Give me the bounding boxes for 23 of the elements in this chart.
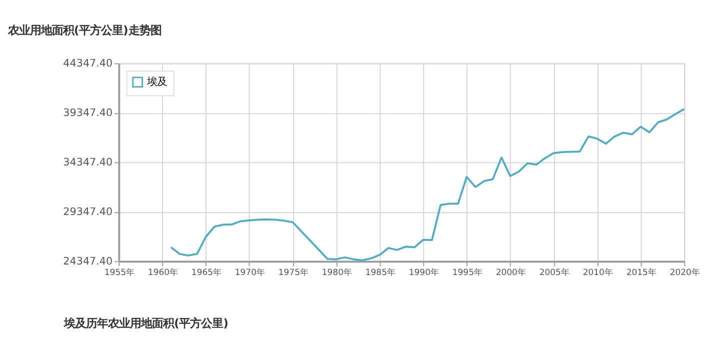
x-tick-label: 1990年 bbox=[408, 266, 438, 277]
x-tick-label: 2010年 bbox=[582, 266, 612, 277]
y-tick-label: 39347.40 bbox=[63, 107, 113, 120]
x-tick-label: 1995年 bbox=[452, 266, 482, 277]
y-tick-label: 44347.40 bbox=[63, 58, 113, 70]
x-tick-label: 1975年 bbox=[278, 266, 308, 277]
x-tick-label: 1965年 bbox=[191, 266, 221, 277]
x-tick-label: 1985年 bbox=[365, 266, 395, 277]
x-tick-label: 1960年 bbox=[148, 266, 178, 277]
x-tick-label: 1980年 bbox=[322, 266, 352, 277]
y-tick-label: 24347.40 bbox=[63, 255, 113, 268]
x-tick-label: 1955年 bbox=[104, 266, 134, 277]
line-series bbox=[170, 108, 686, 262]
x-tick-label: 2015年 bbox=[626, 266, 656, 277]
legend-label: 埃及 bbox=[146, 76, 168, 88]
text: 埃及历年农业用地面积(平方公里) bbox=[63, 317, 228, 330]
x-tick-label: 2000年 bbox=[496, 266, 526, 277]
x-tick-label: 2020年 bbox=[670, 266, 700, 277]
y-tick-label: 29347.40 bbox=[63, 206, 113, 218]
x-tick-label: 1970年 bbox=[234, 266, 264, 277]
x-tick-label: 2005年 bbox=[539, 266, 569, 277]
chart-title: 农业用地面积(平方公里)走势图 bbox=[7, 24, 162, 38]
y-tick-label: 34347.40 bbox=[63, 156, 113, 169]
